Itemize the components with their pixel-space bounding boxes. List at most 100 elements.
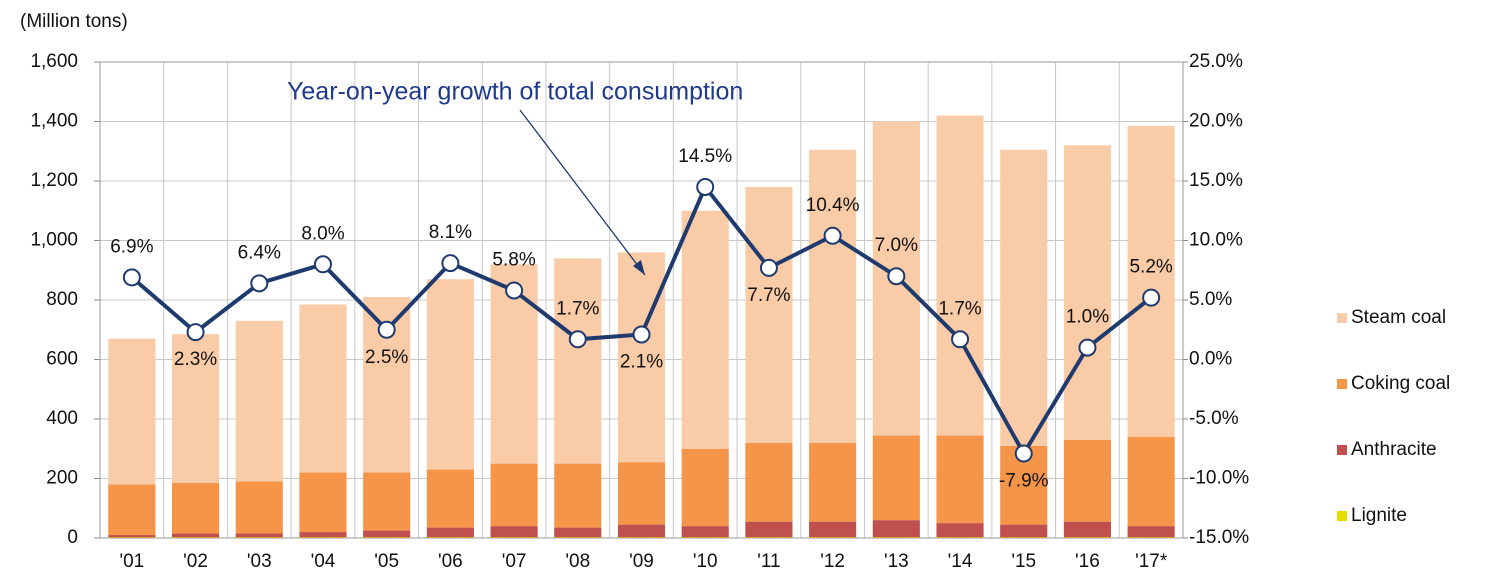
- y-tick-label: 200: [46, 468, 78, 489]
- bar-segment: [936, 523, 984, 538]
- bar-segment: [681, 210, 729, 449]
- legend-label: Coking coal: [1351, 373, 1450, 394]
- bar-segment: [1127, 526, 1175, 538]
- bar-segment: [1127, 436, 1175, 527]
- x-tick-label: '16: [1075, 551, 1100, 572]
- bar-segment: [681, 537, 729, 538]
- bar-segment: [745, 186, 793, 443]
- bar-segment: [363, 537, 411, 538]
- x-tick-label: '17*: [1135, 551, 1168, 572]
- bar-segment: [171, 537, 220, 538]
- data-label: 6.9%: [110, 236, 153, 257]
- legend-label: Anthracite: [1351, 439, 1437, 460]
- bar-segment: [235, 481, 283, 534]
- data-label: 1.7%: [938, 298, 981, 319]
- bar-segment: [108, 535, 156, 538]
- legend-label: Steam coal: [1351, 307, 1446, 328]
- bar-segment: [426, 527, 474, 538]
- bar-segment: [617, 537, 666, 538]
- growth-marker: [441, 254, 460, 273]
- bar-segment: [617, 252, 666, 463]
- bar-segment: [617, 524, 666, 538]
- data-label: 8.1%: [429, 222, 472, 243]
- bar-segment: [936, 435, 984, 524]
- y2-tick-label: 5.0%: [1189, 289, 1232, 310]
- x-tick-label: '06: [438, 551, 463, 572]
- x-tick-label: '07: [502, 551, 527, 572]
- bar-segment: [681, 448, 729, 527]
- bar-segment: [936, 537, 984, 538]
- y2-tick-label: 0.0%: [1189, 349, 1232, 370]
- y-tick-label: 600: [46, 349, 78, 370]
- bar-segment: [1000, 537, 1048, 538]
- x-tick-label: '04: [311, 551, 336, 572]
- growth-marker: [759, 258, 778, 277]
- bar-segment: [490, 537, 538, 538]
- x-tick-label: '05: [374, 551, 399, 572]
- data-label: 7.0%: [875, 235, 918, 256]
- bar-segment: [1063, 537, 1112, 538]
- bar-segment: [108, 484, 156, 536]
- data-label: 6.4%: [238, 242, 281, 263]
- bar-segment: [235, 320, 283, 482]
- x-tick-label: '14: [948, 551, 973, 572]
- y-tick-label: 1,400: [30, 111, 78, 132]
- bar-segment: [426, 537, 474, 538]
- bar-segment: [171, 533, 220, 538]
- data-label: 1.0%: [1066, 307, 1109, 328]
- growth-marker: [696, 177, 715, 196]
- bar-segment: [809, 537, 857, 538]
- data-label: 8.0%: [301, 223, 344, 244]
- growth-marker: [377, 320, 396, 339]
- bar-segment: [299, 304, 347, 473]
- data-label: 14.5%: [678, 146, 732, 167]
- growth-marker: [505, 281, 524, 300]
- bar-segment: [490, 526, 538, 538]
- y-tick-label: 1,000: [30, 230, 78, 251]
- bar-segment: [299, 537, 347, 538]
- bar-segment: [235, 533, 283, 538]
- bar-segment: [426, 279, 474, 470]
- y2-tick-label: 10.0%: [1189, 230, 1243, 251]
- bar-segment: [299, 472, 347, 533]
- bar-segment: [108, 338, 156, 485]
- growth-marker: [887, 267, 906, 286]
- bar-segment: [872, 435, 920, 521]
- legend-label: Lignite: [1351, 505, 1407, 526]
- growth-marker: [823, 226, 842, 245]
- bar-segment: [809, 149, 857, 443]
- x-tick-label: '12: [820, 551, 845, 572]
- annotation: Year-on-year growth of total consumption: [287, 78, 743, 106]
- bar-segment: [745, 537, 793, 538]
- bar-segment: [363, 472, 411, 531]
- bar-segment: [108, 537, 156, 538]
- bar-segment: [235, 537, 283, 538]
- bar-segment: [1063, 145, 1112, 440]
- bar-segment: [554, 258, 602, 464]
- bar-segment: [1063, 439, 1112, 522]
- bar-segment: [936, 115, 984, 436]
- y-tick-label: 1,200: [30, 170, 78, 191]
- growth-marker: [632, 325, 651, 344]
- legend-swatch: [1337, 379, 1347, 389]
- y-axis-label: (Million tons): [20, 11, 128, 32]
- bar-segment: [745, 442, 793, 522]
- x-tick-label: '03: [247, 551, 272, 572]
- growth-marker: [951, 330, 970, 349]
- x-tick-label: '01: [119, 551, 144, 572]
- data-label: 5.8%: [492, 249, 535, 270]
- bar-segment: [554, 537, 602, 538]
- y2-tick-label: -10.0%: [1189, 468, 1249, 489]
- bar-segment: [554, 463, 602, 528]
- growth-marker: [186, 323, 205, 342]
- x-tick-label: '09: [629, 551, 654, 572]
- data-label: 7.7%: [747, 285, 790, 306]
- y2-tick-label: -15.0%: [1189, 527, 1249, 548]
- data-label: 2.3%: [174, 349, 217, 370]
- bar-segment: [872, 537, 920, 538]
- data-label: 2.1%: [620, 352, 663, 373]
- bar-segment: [1127, 537, 1175, 538]
- y-tick-label: 1,600: [30, 51, 78, 72]
- bar-segment: [171, 482, 220, 534]
